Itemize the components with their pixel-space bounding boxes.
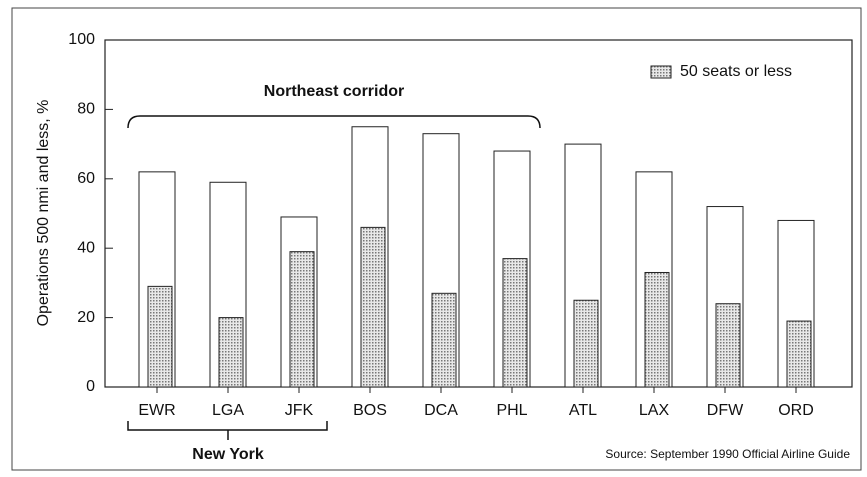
bar [289,251,315,388]
y-axis-label: Operations 500 nmi and less, % [35,100,52,327]
x-tick-label: DFW [707,402,744,419]
legend-swatch [650,65,672,79]
bar [715,303,741,388]
x-tick-label: DCA [424,402,458,419]
x-tick-label: ATL [569,402,597,419]
y-tick-label: 60 [77,170,95,187]
bar [502,258,528,388]
plot-frame [104,39,853,388]
bracket [127,421,328,440]
bracket [127,115,541,129]
x-tick-label: BOS [353,402,387,419]
source-note: Source: September 1990 Official Airline … [605,447,850,461]
y-tick-label: 0 [86,378,95,395]
bar [573,299,599,388]
x-tick-label: PHL [496,402,527,419]
y-tick-label: 100 [68,31,95,48]
bar [218,317,244,388]
bar [431,292,457,388]
x-tick-label: JFK [285,402,314,419]
bar [786,320,812,388]
legend-label: 50 seats or less [680,63,792,80]
annotation: New York [192,446,264,463]
annotation: Northeast corridor [264,83,404,100]
bar [644,271,670,388]
bar [360,226,386,388]
y-tick-label: 20 [77,309,95,326]
page-frame [11,7,862,471]
bar [147,285,173,388]
x-tick-label: EWR [138,402,175,419]
y-tick-label: 80 [77,101,95,118]
x-tick-label: ORD [778,402,814,419]
y-tick-label: 40 [77,239,95,256]
x-tick-label: LGA [212,402,244,419]
x-tick-label: LAX [639,402,670,419]
